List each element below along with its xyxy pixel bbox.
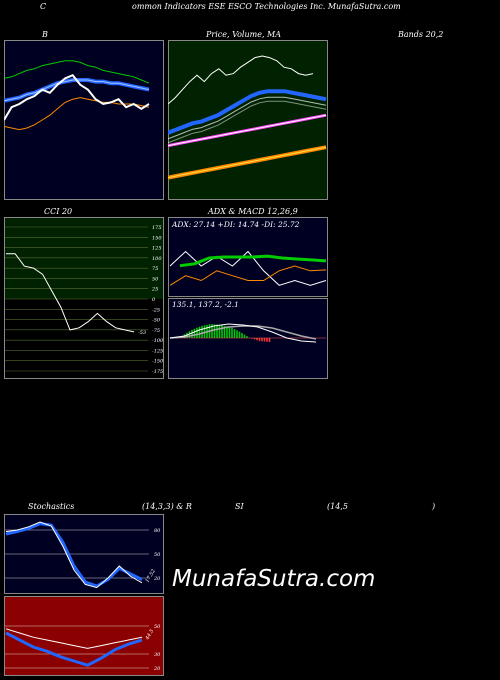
price-ma-white-1: [168, 96, 327, 140]
cci-tick-label: -25: [152, 307, 160, 313]
stochastics-panel: 80 50 20 17.52: [4, 514, 164, 594]
rsi-tick-label: 20: [153, 666, 161, 672]
label-macd-values: 135.1, 137.2, -2.1: [172, 300, 239, 309]
label-stoch-e: ): [432, 502, 436, 511]
price-ma-magenta-core: [168, 114, 327, 147]
bollinger-panel: [4, 40, 164, 200]
cci-positive-zone: [5, 218, 163, 299]
cci-tick-label: -100: [152, 338, 164, 344]
label-stoch-c: SI: [235, 502, 244, 511]
label-bands: Bands 20,2: [398, 30, 444, 39]
rsi-last-value: 44.5: [144, 628, 155, 642]
rsi-white-line: [5, 628, 143, 649]
stochastics-tick-label: 50: [154, 552, 161, 558]
cci-panel: 175 150 125 100 75 50 25 0 -25 -50 -75 -100 -125 -150…: [4, 217, 164, 379]
label-stoch-d: (14,5: [327, 502, 348, 511]
cci-svg: 175 150 125 100 75 50 25 0 -25 -50 -75 -100 -125 -150…: [4, 217, 164, 379]
stochastics-d-line: [5, 522, 143, 588]
cci-line: [6, 253, 135, 333]
rsi-tick-label: 50: [154, 624, 161, 630]
cci-tick-label: -175: [152, 369, 163, 375]
label-adx-macd: ADX & MACD 12,26,9: [208, 207, 298, 216]
price-panel: [168, 40, 328, 200]
cci-tick-label: 175: [152, 225, 162, 231]
cci-tick-label: 100: [152, 256, 162, 262]
cci-tick-label: 0: [152, 297, 156, 303]
cci-tick-label: -150: [152, 359, 164, 365]
cci-tick-label: 125: [152, 246, 162, 252]
label-b: B: [42, 30, 48, 39]
adx-line: [179, 254, 327, 268]
cci-tick-label: 75: [152, 266, 158, 272]
cci-tick-label: 50: [152, 276, 159, 282]
rsi-tick-label: 30: [154, 652, 161, 658]
label-price: Price, Volume, MA: [206, 30, 282, 39]
label-stoch-a: Stochastics: [28, 502, 75, 511]
cci-last-value: -53: [138, 330, 146, 336]
cci-tick-label: 150: [152, 235, 162, 241]
macd-bg: [168, 298, 328, 379]
bollinger-price: [4, 73, 150, 121]
macd-line: [169, 323, 317, 343]
cci-tick-label: -125: [152, 348, 163, 354]
bollinger-bg: [4, 40, 164, 200]
cci-tick-label: -75: [152, 328, 160, 334]
stochastics-k-line: [5, 521, 143, 589]
stochastics-tick-label: 20: [153, 576, 161, 582]
macd-signal-line: [169, 325, 317, 340]
header-c: C: [40, 2, 47, 11]
macd-svg: [168, 298, 328, 379]
adx-panel: [168, 217, 328, 297]
adx-plus-di: [169, 250, 327, 286]
rsi-svg: 50 30 20 44.5: [4, 596, 164, 676]
label-adx-values: ADX: 27.14 +DI: 14.74 -DI: 25.72: [172, 220, 300, 229]
price-ma-orange-core: [168, 146, 327, 179]
price-ma-blue: [168, 89, 327, 135]
label-cci: CCI 20: [44, 207, 73, 216]
price-svg: [168, 40, 328, 200]
stochastics-tick-label: 80: [154, 528, 161, 534]
macd-panel: [168, 298, 328, 379]
rsi-blue-line: [5, 631, 143, 667]
header-title: ommon Indicators ESE ESCO Technologies I…: [132, 2, 401, 11]
price-line: [168, 55, 314, 105]
cci-tick-label: -50: [152, 318, 161, 324]
adx-minus-di: [169, 265, 327, 286]
label-stoch-b: (14,3,3) & R: [142, 502, 192, 511]
bollinger-upper-band: [4, 60, 150, 84]
cci-tick-label: 25: [151, 287, 158, 293]
bollinger-lower-band: [4, 97, 150, 131]
price-ma-white-2: [168, 100, 327, 144]
watermark: MunafaSutra.com: [172, 566, 376, 592]
adx-svg: [168, 217, 328, 297]
bollinger-svg: [4, 40, 164, 200]
rsi-panel: 50 30 20 44.5: [4, 596, 164, 676]
